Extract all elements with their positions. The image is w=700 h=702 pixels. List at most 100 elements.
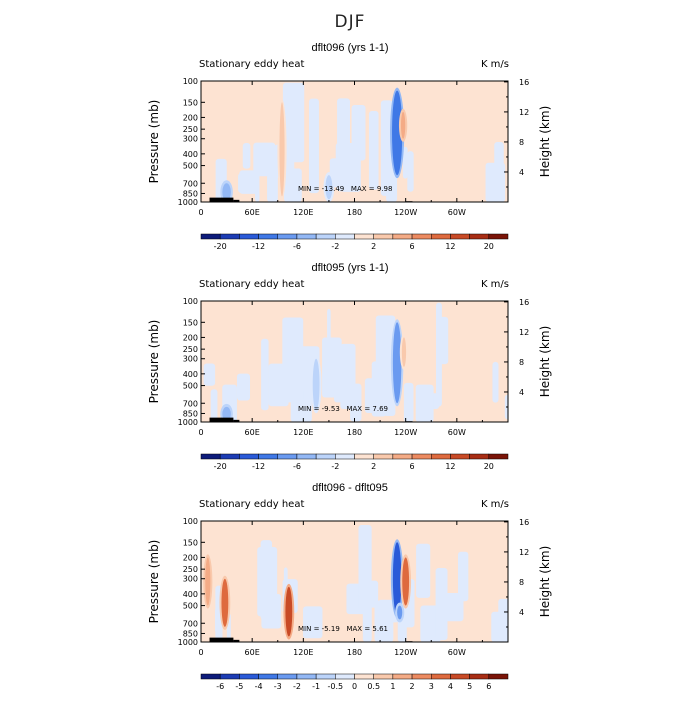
- colorbar-swatch: [488, 233, 509, 240]
- min-value: MIN = -13.49: [298, 185, 345, 193]
- y-tick-label: 500: [183, 382, 198, 391]
- colorbar-swatch: [219, 233, 240, 240]
- field-band: [282, 317, 304, 403]
- x-tick-label: 120E: [293, 428, 313, 437]
- colorbar-label: 3: [429, 682, 434, 691]
- y-tick-label: 200: [183, 333, 198, 342]
- field-feature: [392, 322, 402, 404]
- y-tick-label: 300: [183, 575, 198, 584]
- y2-tick-label: 12: [519, 548, 529, 557]
- y2-tick-label: 16: [519, 78, 529, 87]
- min-max-readout: MIN = -5.19 MAX = 5.61: [298, 625, 388, 633]
- topography-mask: [233, 639, 240, 642]
- field-band: [416, 543, 431, 598]
- field-band: [236, 373, 251, 401]
- x-tick-label: 180: [347, 428, 362, 437]
- field-band: [308, 98, 319, 194]
- colorbar-swatch: [450, 453, 470, 460]
- y-tick-label: 250: [183, 125, 198, 134]
- y2-tick-label: 8: [519, 358, 524, 367]
- colorbar-swatch: [315, 673, 336, 680]
- x-tick-label: 60E: [245, 648, 260, 657]
- field-feature: [402, 557, 410, 606]
- colorbar-swatch: [277, 453, 298, 460]
- y2-tick-label: 16: [519, 518, 529, 527]
- y-tick-label: 300: [183, 135, 198, 144]
- field-band: [261, 338, 269, 411]
- field-band: [457, 551, 469, 602]
- colorbar-label: -2: [331, 242, 339, 251]
- panel-3: dflt096 - dflt095 Stationary eddy heat K…: [0, 482, 700, 702]
- variable-label: Stationary eddy heat: [199, 279, 305, 290]
- colorbar-swatch: [219, 673, 240, 680]
- colorbar-swatch: [296, 453, 317, 460]
- figure-title: DJF: [334, 12, 366, 32]
- y-tick-label: 200: [183, 113, 198, 122]
- field-band: [364, 378, 383, 413]
- colorbar-swatch: [373, 453, 394, 460]
- colorbar-swatch: [354, 233, 374, 240]
- y2-tick-label: 12: [519, 328, 529, 337]
- field-band: [491, 611, 508, 642]
- field-band: [303, 606, 323, 639]
- panel-title: dflt095 (yrs 1-1): [311, 262, 389, 274]
- colorbar-label: 0.5: [367, 682, 380, 691]
- y-tick-label: 300: [183, 355, 198, 364]
- field-band: [374, 600, 394, 642]
- y-tick-label: 1000: [178, 638, 198, 647]
- topography-mask: [209, 417, 234, 422]
- y-tick-label: 1000: [178, 198, 198, 207]
- colorbar-swatch: [469, 453, 490, 460]
- colorbar-swatch: [354, 673, 374, 680]
- colorbar-label: 6: [410, 462, 415, 471]
- y-tick-label: 250: [183, 345, 198, 354]
- colorbar-swatch: [296, 233, 317, 240]
- y2-tick-label: 16: [519, 298, 529, 307]
- colorbar-swatch: [277, 673, 298, 680]
- y-tick-label: 700: [183, 399, 198, 408]
- colorbar-label: -20: [214, 462, 227, 471]
- colorbar-swatch: [315, 453, 336, 460]
- colorbar-swatch: [277, 233, 298, 240]
- y2-axis-label: Height (km): [538, 106, 552, 177]
- max-value: MAX = 7.69: [346, 405, 388, 413]
- y2-tick-label: 8: [519, 138, 524, 147]
- x-tick-label: 120W: [394, 428, 417, 437]
- colorbar-label: -2: [331, 462, 339, 471]
- field-band: [261, 594, 282, 629]
- colorbar-swatch: [488, 453, 509, 460]
- field-feature: [392, 542, 402, 616]
- field-layer: [209, 82, 506, 202]
- colorbar-swatch: [335, 673, 355, 680]
- min-value: MIN = -5.19: [298, 625, 340, 633]
- colorbar-label: -2: [293, 682, 301, 691]
- colorbar-swatch: [411, 673, 432, 680]
- y2-axis-label: Height (km): [538, 546, 552, 617]
- x-tick-label: 180: [347, 648, 362, 657]
- field-feature: [285, 586, 293, 637]
- colorbar-label: -4: [255, 682, 263, 691]
- colorbar-swatch: [392, 233, 413, 240]
- y-tick-label: 850: [183, 409, 198, 418]
- field-band: [239, 170, 258, 194]
- colorbar-label: 12: [445, 462, 455, 471]
- y-tick-label: 850: [183, 189, 198, 198]
- colorbar-label: 20: [484, 462, 494, 471]
- y2-axis-label: Height (km): [538, 326, 552, 397]
- x-tick-label: 120E: [293, 208, 313, 217]
- field-band: [435, 568, 448, 641]
- variable-label: Stationary eddy heat: [199, 499, 305, 510]
- y-tick-label: 500: [183, 162, 198, 171]
- colorbar-swatch: [335, 233, 355, 240]
- colorbar-label: -0.5: [328, 682, 344, 691]
- field-layer: [203, 524, 508, 642]
- colorbar-swatch: [335, 453, 355, 460]
- field-band: [358, 524, 372, 612]
- y2-tick-label: 12: [519, 108, 529, 117]
- y-tick-label: 400: [183, 590, 198, 599]
- field-feature: [392, 90, 403, 176]
- y-tick-label: 1000: [178, 418, 198, 427]
- max-value: MAX = 5.61: [346, 625, 388, 633]
- colorbar-swatch: [258, 453, 278, 460]
- colorbar-swatch: [200, 453, 221, 460]
